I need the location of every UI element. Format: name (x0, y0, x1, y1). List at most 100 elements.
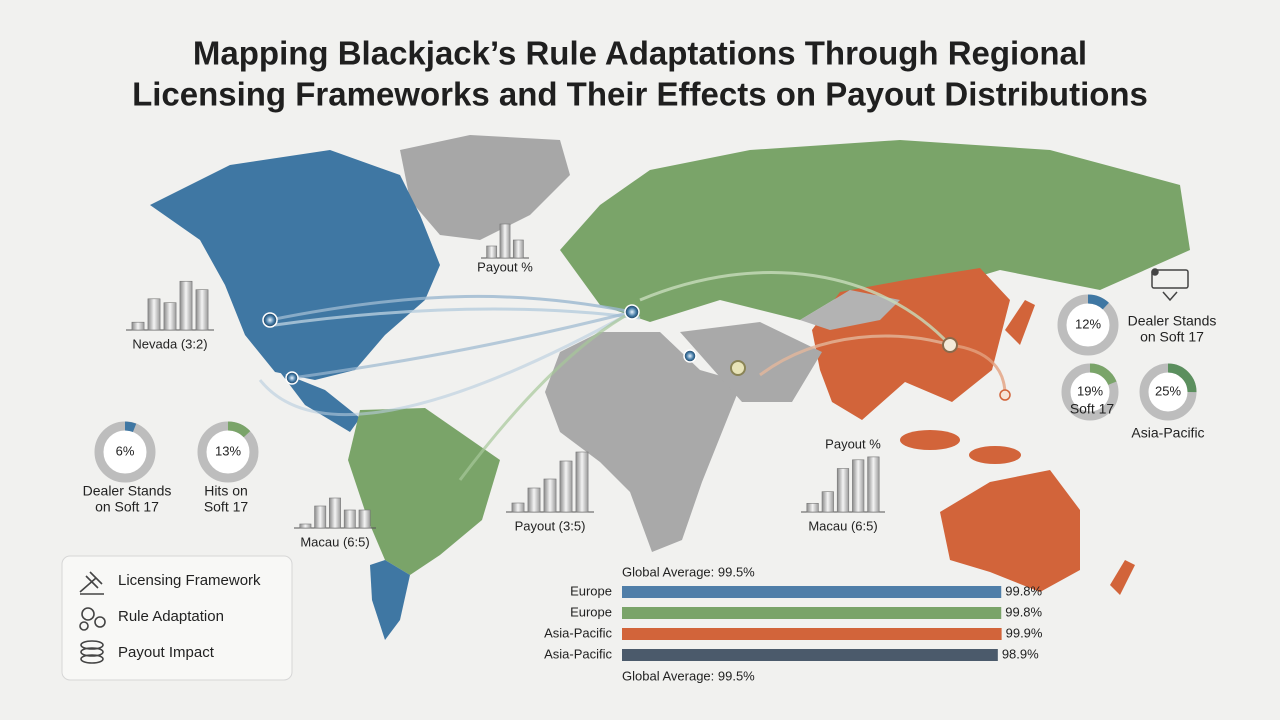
bar (622, 628, 1002, 640)
legend-label: Licensing Framework (118, 572, 261, 589)
pins (262, 304, 1011, 401)
pin (730, 360, 746, 376)
africa (545, 332, 742, 552)
legend-label: Payout Impact (118, 644, 215, 661)
mini-chart-title: Payout % (825, 436, 881, 451)
australia (940, 470, 1080, 592)
monitor-icon (1151, 268, 1189, 302)
world-map (150, 135, 1190, 640)
connections (258, 270, 1007, 481)
central-america (280, 372, 360, 432)
north-america (150, 150, 440, 380)
donut-arc (94, 421, 156, 483)
south-america (348, 408, 500, 575)
mini-chart-label: Payout % (477, 259, 533, 274)
south-america-south (370, 560, 410, 640)
donut-caption: Hits on (204, 483, 248, 499)
bar-value-label: 99.8% (1005, 604, 1042, 619)
new-zealand (1110, 560, 1135, 595)
mini-bar (511, 502, 525, 513)
mini-bar (527, 487, 541, 513)
donut-value: 13% (215, 443, 241, 458)
mini-bar (314, 505, 327, 529)
mini-bar (821, 491, 834, 513)
legend (61, 555, 293, 681)
donut-arc (1061, 363, 1119, 421)
pin (942, 337, 958, 353)
bar-note: Global Average: 99.5% (622, 668, 755, 683)
mini-bar (343, 509, 356, 529)
bar-value-label: 99.9% (1006, 625, 1043, 640)
mini-bar (329, 497, 341, 529)
donut-value: 19% (1077, 383, 1103, 398)
mini-bar (499, 223, 511, 259)
mini-bar (131, 321, 145, 331)
bar-value-label: 98.9% (1002, 646, 1039, 661)
bar-category: Asia-Pacific (544, 625, 612, 640)
pin (624, 304, 640, 320)
pin (285, 371, 299, 385)
arc (291, 310, 633, 380)
legend-icons (79, 571, 106, 664)
mini-bar (195, 289, 209, 331)
mini-bar (179, 280, 193, 331)
mini-bar (163, 302, 177, 331)
mini-bar (512, 239, 524, 259)
pin (683, 349, 697, 363)
mini-bar (806, 502, 819, 513)
bar-category: Europe (570, 583, 612, 598)
donut-value: 12% (1075, 316, 1101, 331)
title-line: Mapping Blackjack’s Rule Adaptations Thr… (193, 35, 1087, 72)
mini-bar (543, 478, 557, 513)
bar-category: Europe (570, 604, 612, 619)
islands (900, 430, 960, 450)
mini-chart-label: Nevada (3:2) (132, 336, 207, 351)
mini-chart-label: Macau (6:5) (300, 534, 369, 549)
title-line: Licensing Frameworks and Their Effects o… (132, 76, 1148, 113)
donut-value: 25% (1155, 383, 1181, 398)
donut-arc (1057, 294, 1119, 356)
bar (622, 607, 1002, 619)
mini-bar (486, 245, 498, 259)
bar (622, 586, 1002, 598)
mini-bar (852, 459, 865, 513)
arc (949, 343, 1007, 396)
mini-chart-label: Payout (3:5) (515, 518, 586, 533)
mini-chart-label: Macau (6:5) (808, 518, 877, 533)
bar-value-label: 99.8% (1005, 583, 1042, 598)
donut-caption: on Soft 17 (95, 499, 159, 515)
japan (1005, 300, 1035, 345)
bar-category: Asia-Pacific (544, 646, 612, 661)
islands (969, 446, 1021, 464)
pin (999, 389, 1011, 401)
central-asia (800, 290, 900, 330)
bar (622, 649, 998, 661)
donut-caption: Soft 17 (204, 499, 249, 515)
donut-arc (1139, 363, 1197, 421)
legend-box (61, 555, 293, 681)
dynamic-layer: Licensing Framework Rule Adaptation Payout… (83, 223, 1217, 683)
greenland (400, 135, 570, 240)
mini-bar (358, 509, 371, 529)
donut-caption: Dealer Stands (1128, 313, 1217, 329)
arc (639, 270, 952, 347)
donut-caption: on Soft 17 (1140, 329, 1204, 345)
legend-label: Rule Adaptation (118, 608, 224, 625)
arc (258, 310, 633, 417)
mini-bar (836, 468, 850, 513)
mini-bar (147, 298, 161, 331)
donut-arc (197, 421, 259, 483)
donut-caption: Soft 17 (1070, 401, 1115, 417)
bar-note: Global Average: 99.5% (622, 564, 755, 579)
arc (759, 334, 951, 377)
mini-bar (299, 523, 312, 529)
pin (262, 312, 278, 328)
arc (274, 307, 641, 327)
mini-bar (867, 456, 880, 513)
middle-east (680, 322, 822, 402)
donut-value: 6% (116, 443, 135, 458)
donut-caption: Asia-Pacific (1131, 425, 1204, 441)
donut-caption: Dealer Stands (83, 483, 172, 499)
mini-bar (559, 460, 573, 513)
